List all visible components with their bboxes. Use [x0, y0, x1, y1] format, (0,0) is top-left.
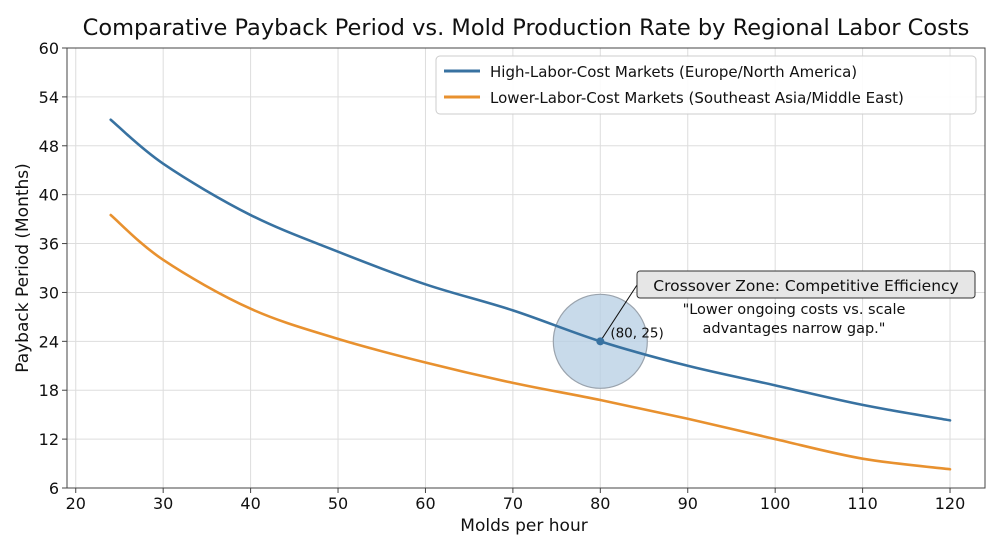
y-tick-label: 12 — [39, 430, 59, 449]
legend-box — [435, 55, 977, 115]
chart-title: Comparative Payback Period vs. Mold Prod… — [83, 15, 970, 41]
x-axis-label: Molds per hour — [460, 516, 587, 536]
callout-body-line-2: advantages narrow gap." — [703, 321, 886, 337]
crossover-point-label: (80, 25) — [610, 325, 663, 341]
callout-body-line-1: "Lower ongoing costs vs. scale — [683, 302, 906, 318]
x-tick-label: 80 — [590, 494, 610, 513]
plot-frame — [66, 47, 986, 489]
series-lines — [109, 118, 952, 471]
y-tick-label: 48 — [39, 137, 59, 156]
y-axis-ticks: 6 12 18 24 30 36 40 48 54 60 — [39, 39, 67, 498]
legend-label-lower-labor: Lower-Labor-Cost Markets (Southeast Asia… — [490, 89, 904, 107]
y-tick-label: 18 — [39, 381, 59, 400]
legend: High-Labor-Cost Markets (Europe/North Am… — [435, 55, 977, 115]
x-tick-label: 90 — [678, 494, 698, 513]
y-tick-label: 6 — [49, 479, 59, 498]
x-tick-label: 30 — [153, 494, 173, 513]
x-tick-label: 70 — [503, 494, 523, 513]
callout-leader-line — [599, 284, 638, 342]
y-tick-label: 36 — [39, 235, 59, 254]
callout-box: Crossover Zone: Competitive Efficiency — [636, 270, 976, 299]
x-tick-label: 110 — [847, 494, 878, 513]
x-tick-label: 40 — [240, 494, 260, 513]
y-axis-label: Payback Period (Months) — [13, 163, 33, 373]
x-tick-label: 50 — [328, 494, 348, 513]
series-line-lower-labor — [109, 213, 952, 471]
legend-label-high-labor: High-Labor-Cost Markets (Europe/North Am… — [490, 63, 857, 81]
crossover-point — [596, 337, 605, 346]
x-axis-ticks: 20 30 40 50 60 70 80 90 100 110 120 — [66, 488, 966, 513]
series-line-high-labor — [109, 118, 952, 422]
x-tick-label: 20 — [66, 494, 86, 513]
x-tick-label: 60 — [415, 494, 435, 513]
y-tick-label: 54 — [39, 88, 59, 107]
x-tick-label: 100 — [760, 494, 791, 513]
y-tick-label: 40 — [39, 186, 59, 205]
x-tick-label: 120 — [935, 494, 966, 513]
y-tick-label: 60 — [39, 39, 59, 58]
callout-title: Crossover Zone: Competitive Efficiency — [653, 277, 958, 295]
y-tick-label: 30 — [39, 283, 59, 302]
callout-box-background — [636, 270, 976, 299]
y-tick-label: 24 — [39, 332, 59, 351]
